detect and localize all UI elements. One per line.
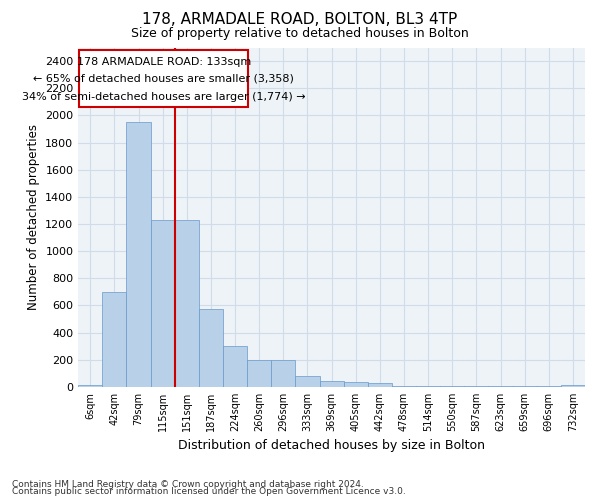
Y-axis label: Number of detached properties: Number of detached properties <box>26 124 40 310</box>
Text: Contains public sector information licensed under the Open Government Licence v3: Contains public sector information licen… <box>12 487 406 496</box>
Bar <box>488 386 512 387</box>
Bar <box>247 360 271 387</box>
Bar <box>78 385 103 387</box>
Text: 178, ARMADALE ROAD, BOLTON, BL3 4TP: 178, ARMADALE ROAD, BOLTON, BL3 4TP <box>142 12 458 28</box>
Bar <box>295 376 320 387</box>
Bar <box>368 383 392 387</box>
Text: Contains HM Land Registry data © Crown copyright and database right 2024.: Contains HM Land Registry data © Crown c… <box>12 480 364 489</box>
Bar <box>175 220 199 387</box>
Bar <box>271 360 295 387</box>
Bar <box>416 386 440 387</box>
Bar <box>223 346 247 387</box>
Text: 178 ARMADALE ROAD: 133sqm: 178 ARMADALE ROAD: 133sqm <box>77 56 251 66</box>
Bar <box>127 122 151 387</box>
Text: ← 65% of detached houses are smaller (3,358): ← 65% of detached houses are smaller (3,… <box>34 74 295 84</box>
Bar <box>537 386 561 387</box>
X-axis label: Distribution of detached houses by size in Bolton: Distribution of detached houses by size … <box>178 440 485 452</box>
Bar <box>512 386 537 387</box>
Bar <box>79 50 248 107</box>
Bar <box>151 220 175 387</box>
Bar <box>464 386 488 387</box>
Bar <box>320 381 344 387</box>
Bar <box>440 386 464 387</box>
Bar <box>199 309 223 387</box>
Bar <box>103 292 127 387</box>
Bar <box>392 386 416 387</box>
Text: Size of property relative to detached houses in Bolton: Size of property relative to detached ho… <box>131 28 469 40</box>
Text: 34% of semi-detached houses are larger (1,774) →: 34% of semi-detached houses are larger (… <box>22 92 305 102</box>
Bar <box>561 385 585 387</box>
Bar <box>344 382 368 387</box>
